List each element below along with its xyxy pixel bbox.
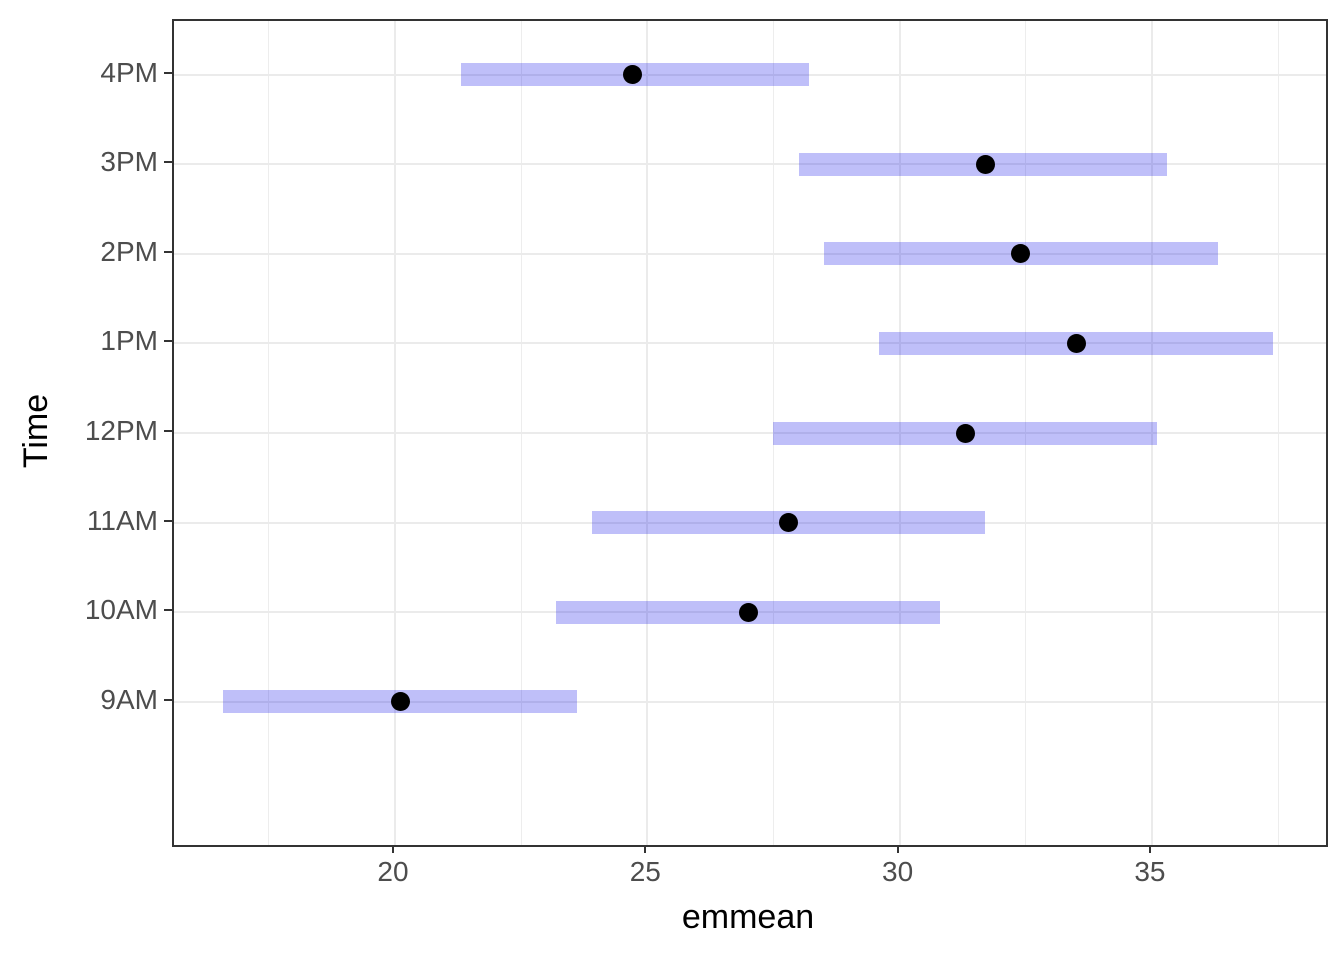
plot-panel: [172, 19, 1328, 847]
y-axis-tick: [164, 519, 172, 522]
x-axis-tick: [896, 845, 899, 853]
gridline-major-horizontal: [174, 521, 1326, 524]
gridline-major-horizontal: [174, 163, 1326, 166]
y-axis-tick: [164, 698, 172, 701]
y-axis-tick: [164, 250, 172, 253]
y-axis-tick-label: 3PM: [100, 146, 158, 178]
gridline-major-horizontal: [174, 342, 1326, 345]
mean-point: [955, 423, 975, 443]
y-axis-tick-label: 12PM: [84, 415, 158, 446]
x-axis-tick: [1148, 845, 1151, 853]
gridline-major-horizontal: [174, 252, 1326, 255]
x-axis-tick: [644, 845, 647, 853]
x-axis-tick-label: 30: [882, 856, 914, 887]
x-axis-title: emmean: [681, 898, 815, 936]
mean-point: [738, 602, 758, 622]
y-axis-tick: [164, 340, 172, 343]
mean-point: [779, 513, 799, 533]
mean-point: [1066, 333, 1086, 353]
y-axis-tick: [164, 71, 172, 74]
y-axis-tick-label: 1PM: [100, 325, 158, 357]
y-axis-tick: [164, 430, 172, 432]
x-axis-tick-label: 25: [629, 856, 661, 887]
y-axis-tick-label: 9AM: [100, 683, 158, 715]
y-axis-tick: [164, 609, 172, 612]
mean-point: [1011, 244, 1031, 264]
mean-point: [975, 154, 995, 174]
mean-point: [622, 65, 642, 85]
y-axis-tick-label: 2PM: [100, 235, 158, 267]
x-axis-tick-label: 20: [377, 856, 409, 887]
y-axis-tick-label: 10AM: [84, 594, 158, 626]
y-axis-tick: [164, 161, 172, 164]
mean-point: [390, 692, 410, 712]
y-axis-tick-label: 4PM: [100, 56, 158, 88]
gridline-major-horizontal: [174, 432, 1326, 434]
x-axis-tick-label: 35: [1134, 856, 1166, 887]
gridline-major-horizontal: [174, 700, 1326, 703]
x-axis-tick: [392, 845, 394, 853]
y-axis-tick-label: 11AM: [86, 504, 158, 536]
gridline-major-horizontal: [174, 73, 1326, 76]
y-axis-title: Time: [16, 393, 55, 469]
